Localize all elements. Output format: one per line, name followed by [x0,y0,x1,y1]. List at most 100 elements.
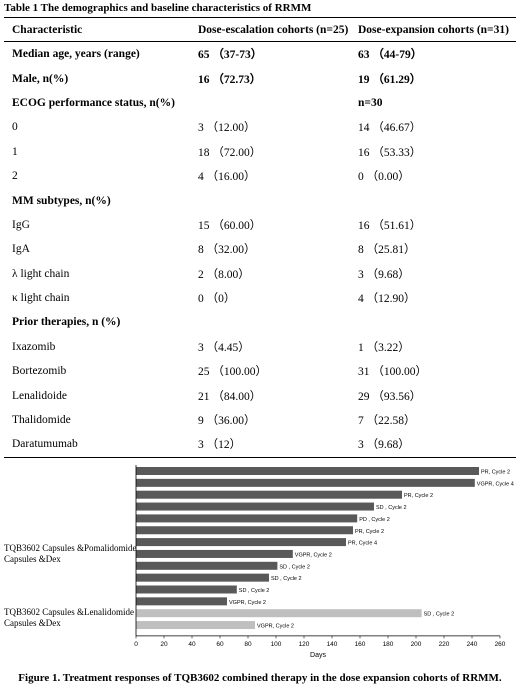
x-tick-label: 40 [188,641,196,648]
bar-data-label: SD , Cycle 2 [279,564,310,570]
dose-expansion-value: 1 （3.22） [358,341,410,354]
bar-data-label: VGPR, Cycle 2 [229,600,266,606]
row-label: 1 [12,145,18,158]
dose-expansion-value [350,188,516,212]
dose-expansion-value: 19 （61.29） [358,73,422,86]
row-label: 0 [12,121,18,134]
x-tick-label: 240 [467,641,478,648]
row-label: Thalidomide [12,414,71,427]
table-row: MM subtypes, n(%) [4,188,516,212]
dose-expansion-value: 16 （51.61） [358,219,422,232]
table-row: Daratumumab 3 （12） 3 （9.68） [4,432,516,458]
row-label: 2 [12,170,18,183]
x-tick-label: 60 [216,641,224,648]
chart-bar [136,490,402,499]
dose-expansion-value: 29 （93.56） [358,390,422,403]
header-dose-expansion: Dose-expansion cohorts (n=31) [350,17,516,42]
chart-bar [136,502,374,511]
x-tick-label: 160 [355,641,366,648]
dose-escalation-value: 3 （4.45） [198,341,250,354]
chart-bar [136,561,278,570]
dose-expansion-value: 4 （12.90） [358,293,416,306]
dose-expansion-value: n=30 [358,96,383,109]
row-label: Ixazomib [12,340,56,353]
group-label: TQB3602 Capsules &Lenalidomide Capsules &… [4,607,134,628]
x-tick-label: 20 [160,641,168,648]
table-row: Prior therapies, n (%) [4,310,516,334]
chart-bar [136,621,255,630]
dose-escalation-value: 3 （12） [190,432,350,458]
chart-bar [136,585,237,594]
bar-data-label: PR, Cycle 2 [481,470,510,476]
row-label: Daratumumab [4,432,190,458]
group-label: TQB3602 Capsules &Pomalidomide Capsules &… [4,543,137,564]
dose-expansion-value: 63 （44-79） [358,49,423,62]
table-row: IgA 8 （32.00） 8 （25.81） [4,237,516,261]
chart-bar [136,538,346,547]
table-row: Bortezomib 25 （100.00） 31 （100.00） [4,359,516,383]
bar-data-label: VGPR, Cycle 4 [477,481,514,487]
x-tick-label: 0 [134,641,138,648]
dose-escalation-value [190,310,350,334]
row-label: Prior therapies, n (%) [12,316,121,329]
table-row: Median age, years (range) 65 （37-73） 63 （4… [4,42,516,67]
x-tick-label: 120 [299,641,310,648]
dose-escalation-value: 9 （36.00） [198,415,256,428]
dose-escalation-value: 0 （0） [198,293,236,306]
row-label: κ light chain [12,292,70,305]
x-tick-label: 260 [495,641,506,648]
table-header-row: Characteristic Dose-escalation cohorts (… [4,17,516,42]
dose-escalation-value: 15 （60.00） [198,219,262,232]
demographics-table: Characteristic Dose-escalation cohorts (… [4,17,516,458]
x-tick-label: 140 [327,641,338,648]
table-row: 0 3 （12.00） 14 （46.67） [4,115,516,139]
table-title: Table 1 The demographics and baseline ch… [4,2,312,14]
chart-bar [136,609,422,618]
row-label: IgA [12,243,30,256]
bar-data-label: VGPR, Cycle 2 [295,552,332,558]
header-characteristic: Characteristic [4,17,190,42]
table-row: IgG 15 （60.00） 16 （51.61） [4,213,516,237]
table-row: Ixazomib 3 （4.45） 1 （3.22） [4,335,516,359]
table-row: Male, n(%) 16 （72.73） 19 （61.29） [4,66,516,90]
dose-expansion-value: 3 （9.68） [350,432,516,458]
dose-expansion-value: 8 （25.81） [358,244,416,257]
bar-data-label: SD , Cycle 2 [271,576,302,582]
row-label: IgG [12,218,30,231]
dose-expansion-value: 0 （0.00） [358,171,410,184]
x-tick-label: 100 [271,641,282,648]
dose-escalation-value: 16 （72.73） [198,73,262,86]
row-label: ECOG performance status, n(%) [12,96,175,109]
table-row: κ light chain 0 （0） 4 （12.90） [4,286,516,310]
dose-escalation-value: 4 （16.00） [198,171,256,184]
chart-bar [136,597,227,606]
x-tick-label: 200 [411,641,422,648]
table-row: Thalidomide 9 （36.00） 7 （22.58） [4,408,516,432]
chart-bar [136,514,358,523]
bar-data-label: PD , Cycle 2 [359,517,390,523]
table-body: Median age, years (range) 65 （37-73） 63 （4… [4,42,516,458]
dose-escalation-value: 25 （100.00） [198,366,267,379]
dose-escalation-value: 8 （32.00） [198,244,256,257]
dose-expansion-value: 3 （9.68） [358,268,410,281]
figure-caption: Figure 1. Treatment responses of TQB3602… [18,672,502,684]
dose-escalation-value: 2 （8.00） [198,268,250,281]
chart-bar [136,573,269,582]
bar-data-label: VGPR, Cycle 2 [257,624,294,630]
dose-expansion-value: 7 （22.58） [358,415,416,428]
row-label: Bortezomib [12,365,67,378]
row-label: MM subtypes, n(%) [12,194,111,207]
row-label: λ light chain [12,267,70,280]
chart-bar [136,478,475,487]
treatment-response-chart: PR, Cycle 2 VGPR, Cycle 4 PR, Cycle 2 SD , … [4,465,514,659]
dose-escalation-value: 3 （12.00） [198,122,256,135]
dose-expansion-value: 14 （46.67） [358,122,422,135]
x-axis-label: Days [310,652,326,659]
header-dose-escalation: Dose-escalation cohorts (n=25) [190,17,350,42]
dose-escalation-value [190,188,350,212]
bar-data-label: PR, Cycle 4 [348,541,377,547]
bar-data-label: PR, Cycle 2 [355,529,384,535]
dose-expansion-value [350,310,516,334]
dose-escalation-value: 21 （84.00） [198,390,262,403]
row-label: Lenalidoide [12,389,67,402]
